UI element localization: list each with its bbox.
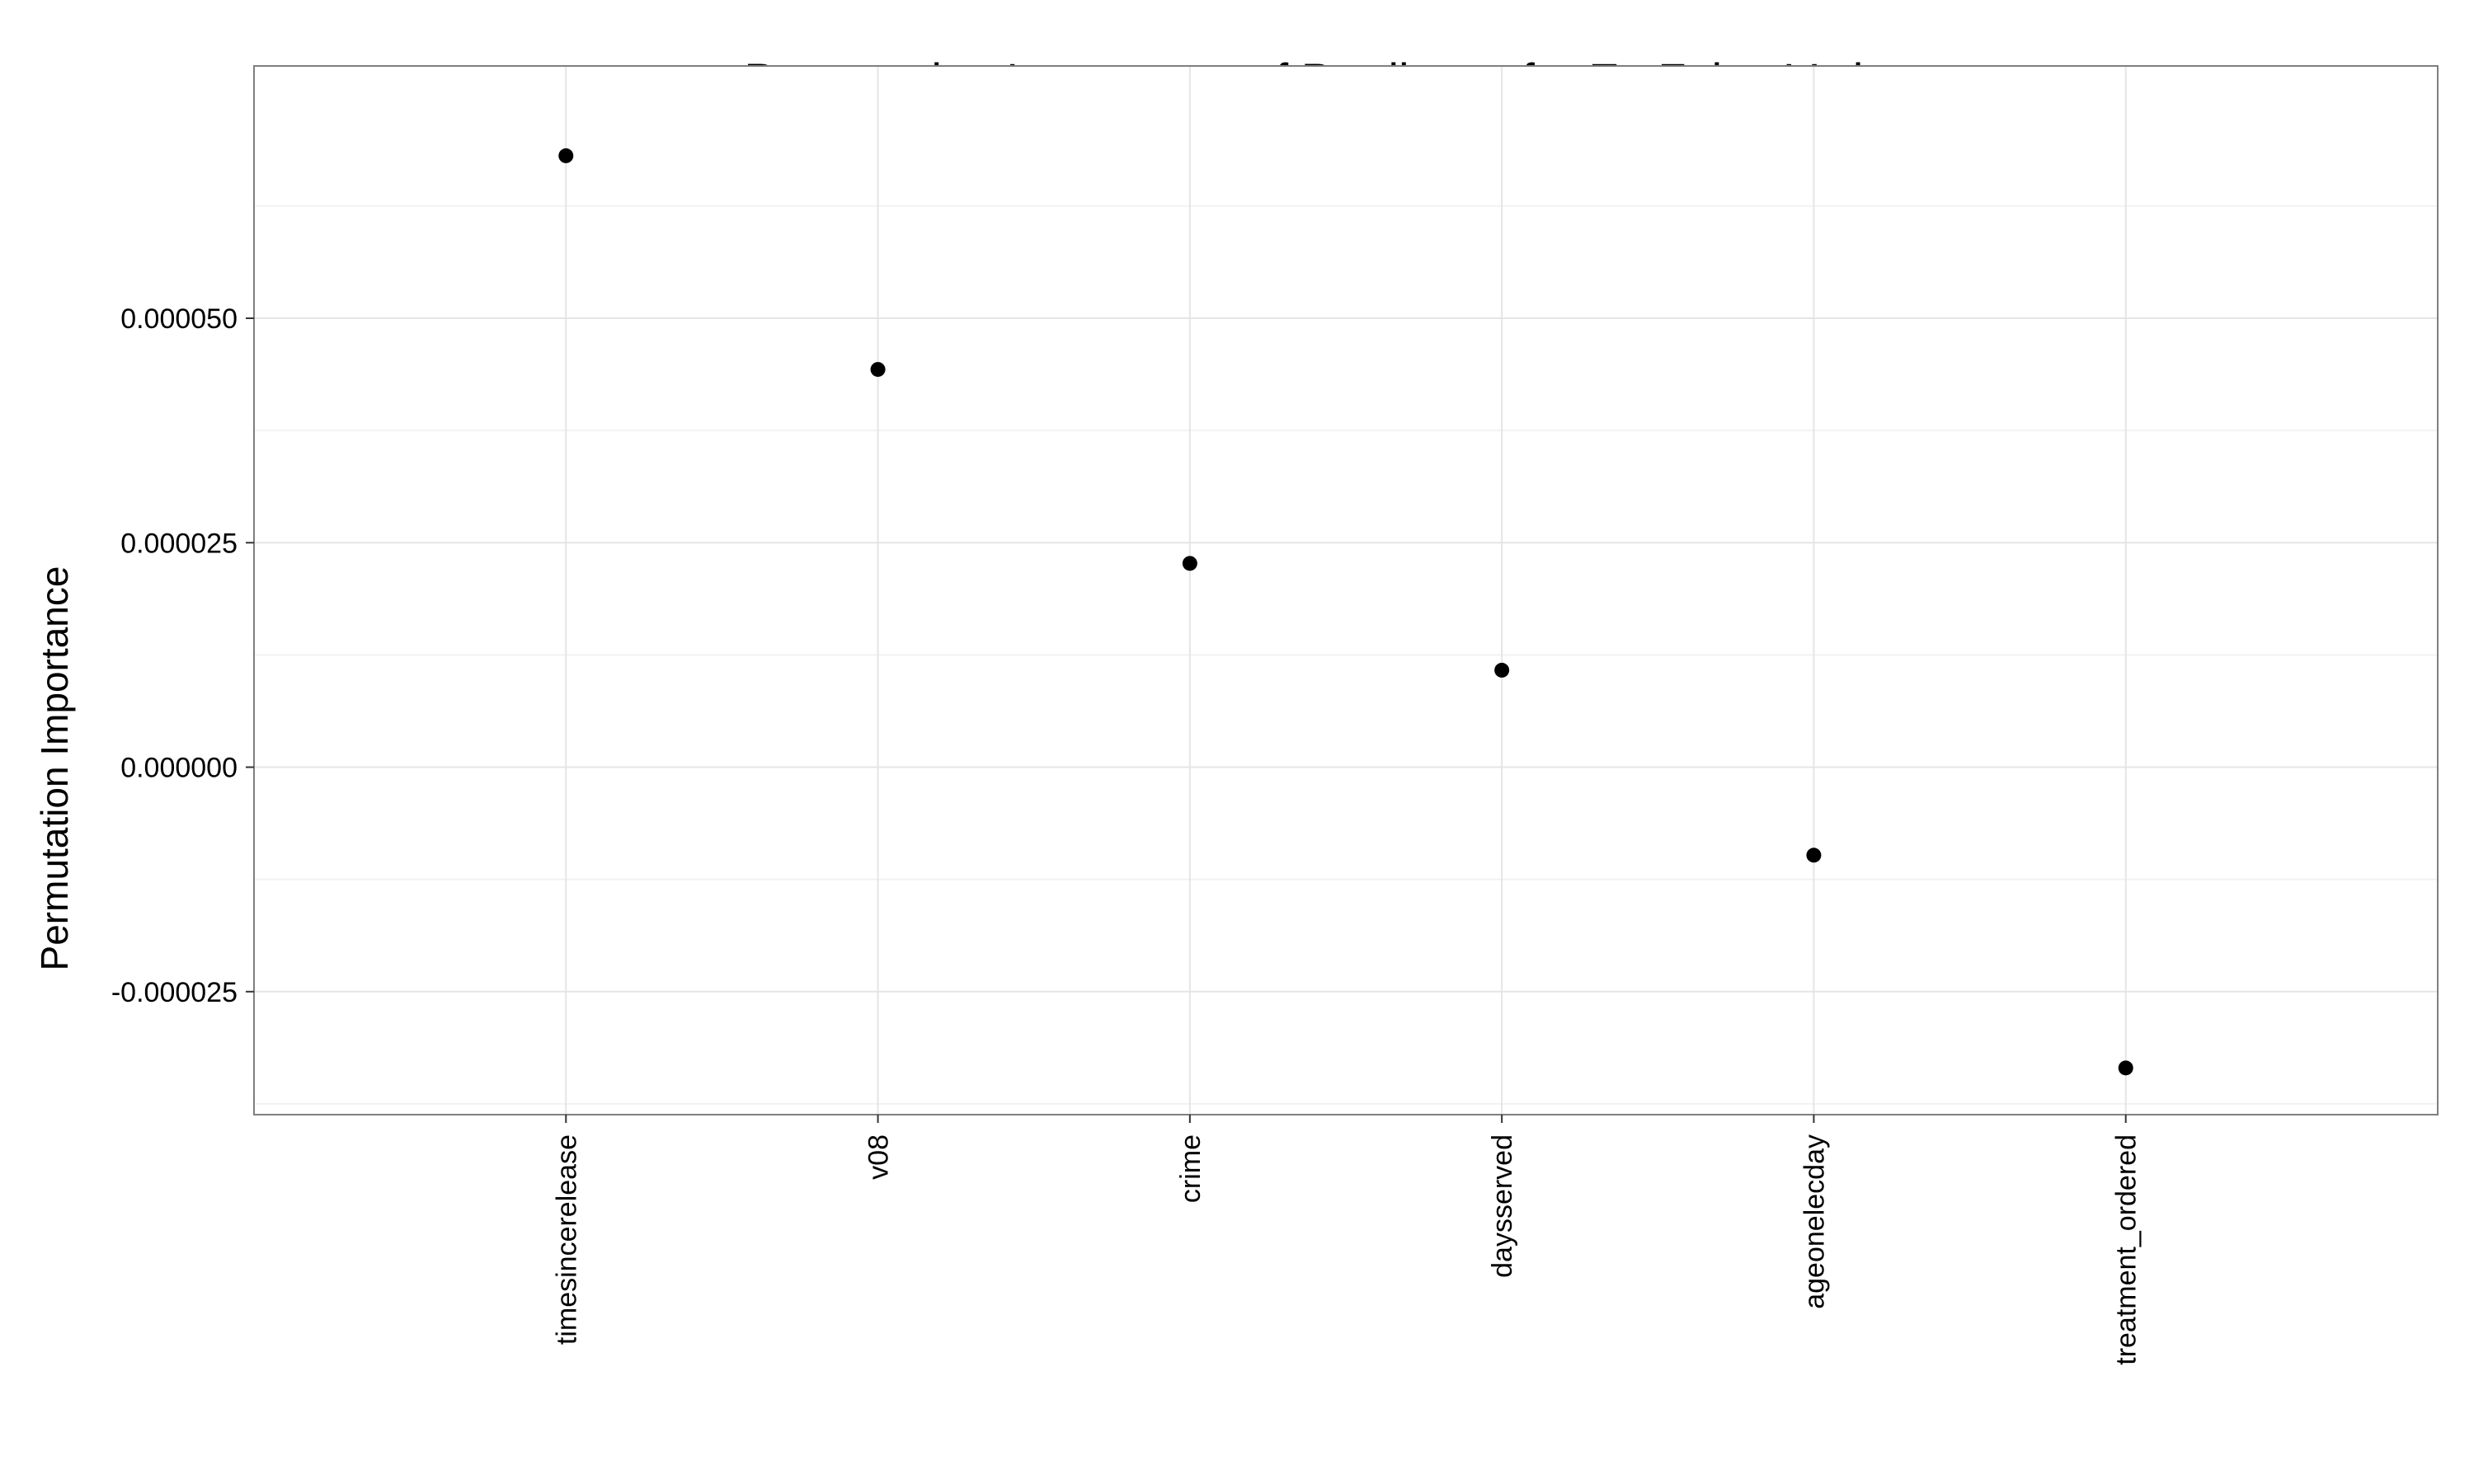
- data-point: [2118, 1060, 2133, 1076]
- plot-panel: [254, 66, 2438, 1115]
- x-tick-label: timesincerelease: [551, 1134, 582, 1345]
- y-tick-label: 0.000000: [120, 753, 238, 784]
- data-point: [1494, 662, 1510, 678]
- y-tick-label: 0.000050: [120, 303, 238, 335]
- x-tick-label: treatment_ordered: [2111, 1134, 2142, 1365]
- data-point: [1182, 556, 1197, 571]
- data-point: [558, 148, 574, 163]
- data-point: [1806, 848, 1822, 863]
- y-axis-label: Permutation Importance: [33, 566, 76, 971]
- x-tick-label: ageonelecday: [1799, 1134, 1830, 1309]
- x-tick-label: crime: [1175, 1134, 1206, 1203]
- plot-frame: [253, 65, 2439, 1115]
- y-tick-label: 0.000025: [120, 528, 238, 559]
- x-tick-label: v08: [863, 1134, 895, 1180]
- x-tick-label: daysserved: [1487, 1134, 1518, 1278]
- y-tick-label: -0.000025: [111, 977, 238, 1008]
- data-point: [870, 362, 886, 378]
- plot-area: -0.000025 0.000000 0.000025 0.000050 timesin…: [111, 65, 2439, 1365]
